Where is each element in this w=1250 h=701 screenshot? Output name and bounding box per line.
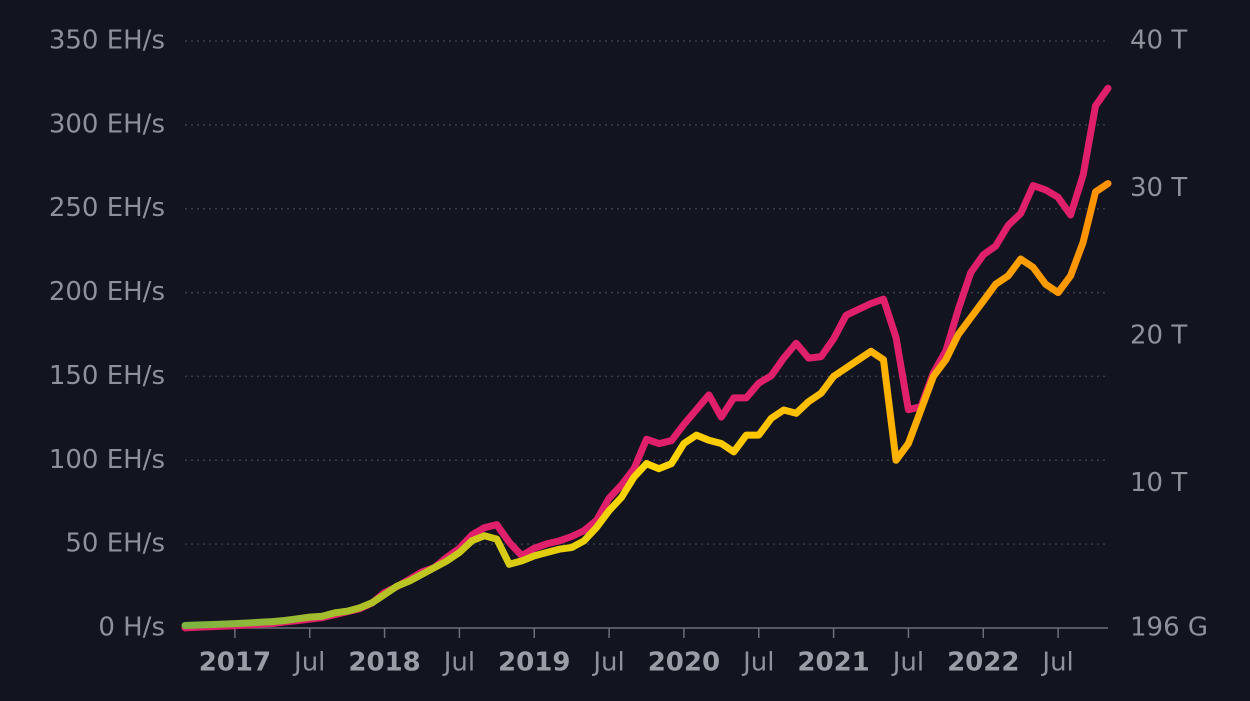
y2-tick-label: 20 T (1130, 320, 1187, 350)
x-tick-label: Jul (442, 648, 475, 678)
y-tick-label: 200 EH/s (49, 277, 165, 307)
y-tick-label: 50 EH/s (65, 529, 165, 559)
x-tick-label: Jul (741, 648, 774, 678)
y2-tick-label: 30 T (1130, 173, 1187, 203)
series-line (181, 84, 1112, 632)
x-tick-label: 2020 (648, 648, 720, 678)
y-tick-label: 150 EH/s (49, 361, 165, 391)
x-tick-label: Jul (591, 648, 624, 678)
y-tick-label: 0 H/s (98, 613, 165, 643)
y-tick-label: 100 EH/s (49, 445, 165, 475)
x-tick-label: Jul (292, 648, 325, 678)
x-tick-label: Jul (891, 648, 924, 678)
x-tick-label: 2022 (947, 648, 1019, 678)
y2-tick-label: 196 G (1130, 613, 1208, 643)
y-tick-label: 250 EH/s (49, 193, 165, 223)
y2-tick-label: 40 T (1130, 26, 1187, 56)
x-tick-label: 2019 (498, 648, 570, 678)
series-line (181, 180, 1112, 629)
x-tick-label: 2018 (348, 648, 420, 678)
y-tick-label: 350 EH/s (49, 26, 165, 56)
x-tick-label: 2017 (199, 648, 271, 678)
y-tick-label: 300 EH/s (49, 109, 165, 139)
x-tick-label: 2021 (797, 648, 869, 678)
x-tick-label: Jul (1040, 648, 1073, 678)
y2-tick-label: 10 T (1130, 468, 1187, 498)
